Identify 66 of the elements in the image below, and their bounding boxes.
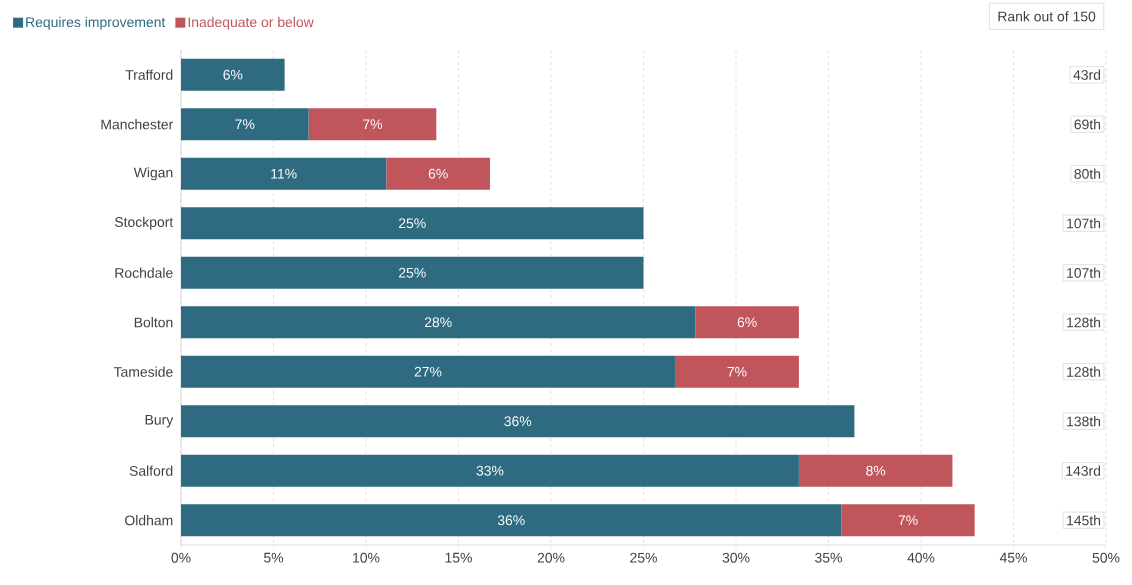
y-tick-label: Bury xyxy=(145,415,174,428)
data-label: 7% xyxy=(363,119,383,130)
data-label: 8% xyxy=(866,465,886,476)
data-label: 7% xyxy=(727,366,747,377)
bar xyxy=(181,355,675,388)
data-label: 11% xyxy=(271,168,297,179)
bar xyxy=(181,207,644,240)
data-label: 36% xyxy=(504,416,532,427)
x-tick-label: 10% xyxy=(353,552,380,563)
x-tick-label: 20% xyxy=(537,552,565,563)
data-label: 28% xyxy=(424,317,452,328)
bar xyxy=(181,157,387,190)
data-label: 25% xyxy=(399,267,426,278)
data-label: 33% xyxy=(476,465,504,476)
data-label: 36% xyxy=(497,515,525,526)
bar xyxy=(798,454,953,487)
y-tick-label: Salford xyxy=(129,465,173,476)
bar xyxy=(386,157,490,190)
annotation: 43rd xyxy=(1073,69,1101,80)
y-tick-label: Bolton xyxy=(134,317,173,328)
annotation: 143rd xyxy=(1066,465,1101,476)
annotation: 145th xyxy=(1067,515,1101,526)
annotation: 128th xyxy=(1067,317,1101,328)
bar xyxy=(695,306,799,339)
data-label: 7% xyxy=(235,119,255,130)
bar xyxy=(181,454,799,487)
y-tick-label: Tameside xyxy=(113,366,173,377)
x-tick-label: 45% xyxy=(999,552,1027,563)
legend-label: Inadequate or below xyxy=(188,16,314,30)
x-tick-label: 40% xyxy=(907,552,935,563)
annotation: 138th xyxy=(1067,416,1101,427)
bar xyxy=(181,504,842,537)
legend-label: Requires improvement xyxy=(26,16,166,30)
x-tick-label: 30% xyxy=(722,552,750,563)
bar xyxy=(181,108,309,141)
x-tick-label: 35% xyxy=(815,552,842,563)
x-tick-label: 0% xyxy=(171,552,191,563)
bar xyxy=(181,58,285,91)
bar xyxy=(308,108,437,141)
y-tick-label: Trafford xyxy=(125,69,173,80)
data-label: 25% xyxy=(399,218,426,229)
bar xyxy=(181,306,696,339)
bar xyxy=(181,405,855,438)
bar xyxy=(841,504,975,537)
y-tick-label: Oldham xyxy=(125,515,173,526)
bar xyxy=(181,256,644,289)
bar xyxy=(674,355,799,388)
data-label: 27% xyxy=(414,366,442,377)
annotation: 107th xyxy=(1067,267,1101,278)
data-label: 6% xyxy=(428,168,448,179)
data-label: 6% xyxy=(737,317,757,328)
y-tick-label: Rochdale xyxy=(115,267,173,278)
annotation: 128th xyxy=(1067,366,1101,377)
y-tick-label: Stockport xyxy=(114,216,174,230)
x-tick-label: 5% xyxy=(263,552,284,563)
annotation: 69th xyxy=(1074,119,1101,130)
x-tick-label: 15% xyxy=(445,552,472,563)
y-tick-label: Wigan xyxy=(133,167,173,181)
x-tick-label: 50% xyxy=(1092,552,1120,563)
annotation: 80th xyxy=(1074,168,1101,179)
y-tick-label: Manchester xyxy=(101,119,173,130)
text: Rank out of 150 xyxy=(998,11,1096,22)
annotation: 107th xyxy=(1067,218,1101,229)
x-tick-label: 25% xyxy=(630,552,657,563)
data-label: 6% xyxy=(223,69,243,80)
data-label: 7% xyxy=(898,515,918,526)
